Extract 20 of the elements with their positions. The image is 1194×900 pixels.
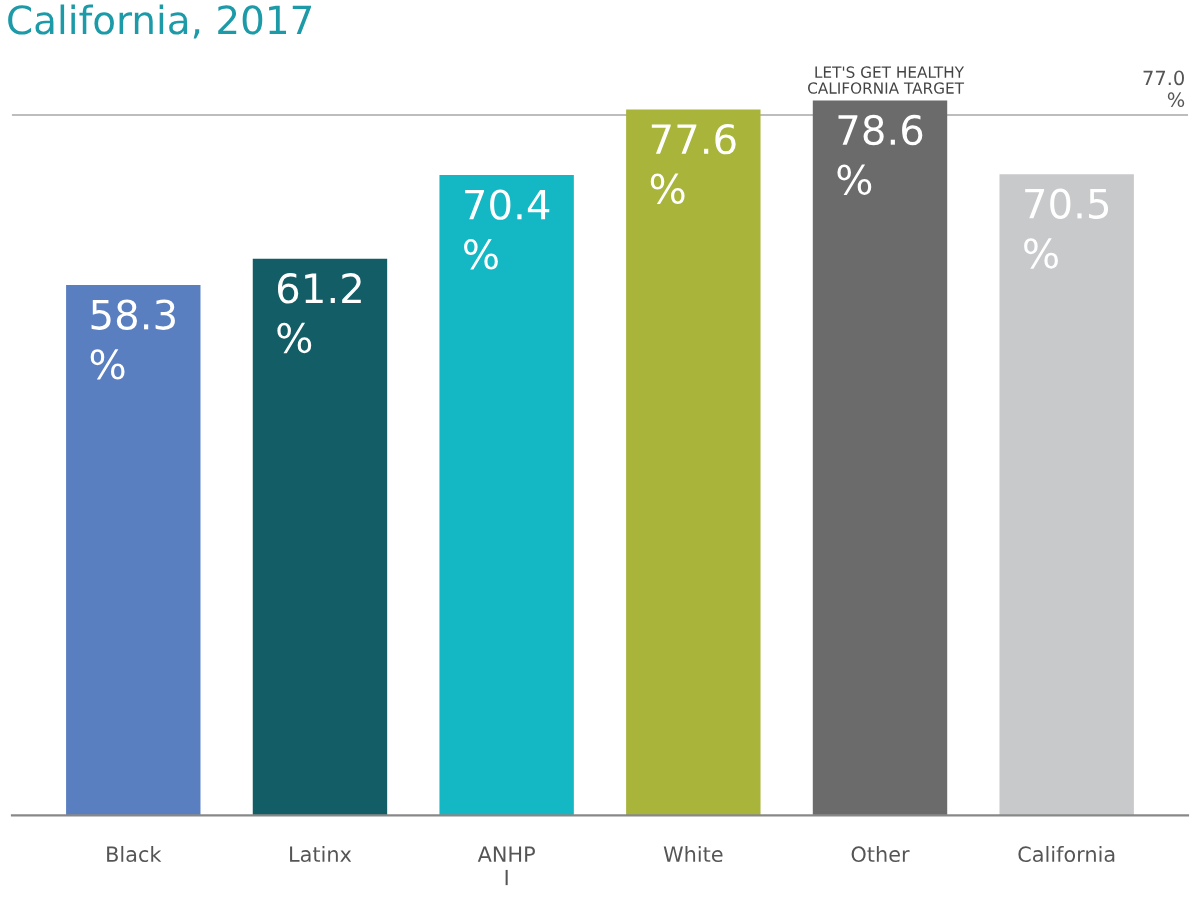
x-tick-label: Black [107, 845, 162, 863]
annotation: 77.0 % [1143, 70, 1185, 108]
data-label: 77.6 % [650, 123, 736, 205]
x-tick-label: Other [851, 845, 910, 863]
chart-title: California, 2017 [8, 4, 312, 39]
x-tick-label: White [663, 845, 723, 863]
bar [626, 109, 761, 816]
bar [999, 174, 1134, 816]
x-tick-label: Latinx [290, 845, 352, 863]
data-label: 58.3 % [90, 299, 175, 380]
bar [252, 258, 388, 816]
bar [812, 100, 948, 816]
data-label: 61.2 % [277, 273, 361, 354]
x-tick-label: California [1018, 845, 1115, 863]
data-label: 78.6 % [837, 114, 923, 195]
x-tick-label: ANHP I [477, 846, 535, 886]
ref-line-label: LET'S GET HEALTHY CALIFORNIA TARGET [808, 66, 965, 94]
data-label: 70.4 % [464, 189, 550, 270]
bar [439, 175, 574, 816]
bar [66, 285, 201, 816]
